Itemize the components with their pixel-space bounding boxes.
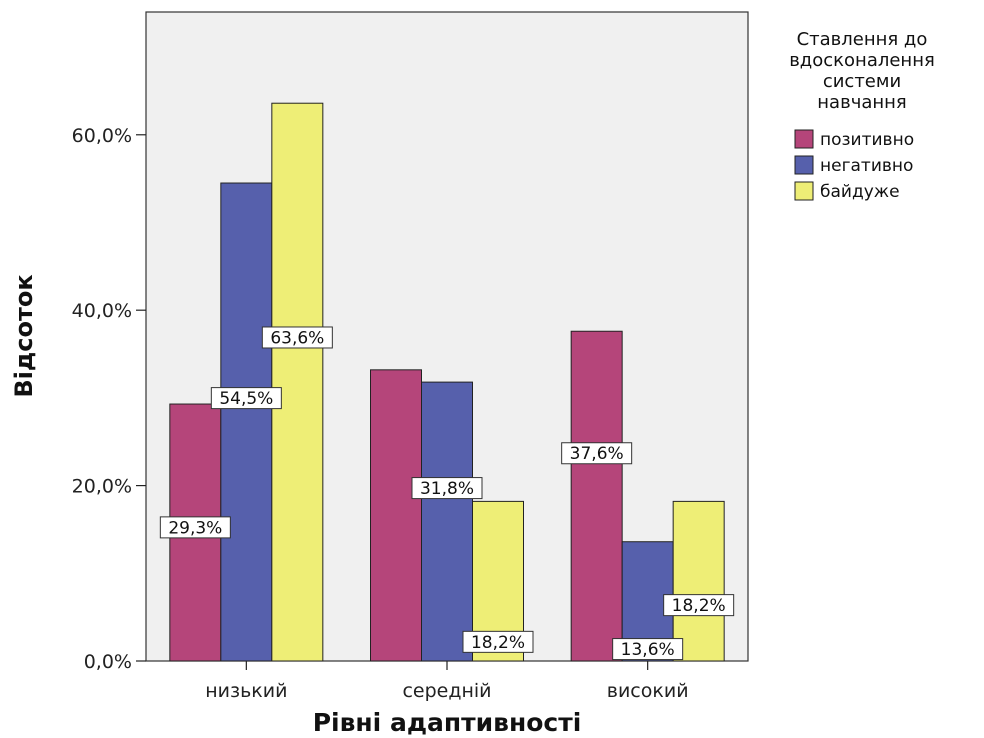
bar-негативно-середній	[421, 381, 473, 662]
data-label: 29,3%	[168, 518, 222, 538]
y-tick-label: 40,0%	[72, 300, 132, 322]
y-axis-title: Відсоток	[10, 274, 38, 397]
y-tick-label: 0,0%	[84, 651, 132, 673]
legend-title-line: вдосконалення	[789, 50, 935, 71]
bar-байдуже-високий	[672, 500, 725, 662]
bar-позитивно-високий	[570, 330, 623, 662]
data-label-box	[462, 630, 534, 653]
data-label: 54,5%	[219, 389, 273, 409]
legend-swatch-позитивно	[794, 129, 814, 149]
legend-swatch-негативно	[794, 155, 814, 175]
bar-позитивно-середній	[370, 369, 422, 662]
x-tick-label: низький	[205, 680, 287, 702]
bar-негативно-низький	[220, 182, 273, 662]
data-label: 13,6%	[621, 640, 675, 660]
legend-swatch-байдуже	[794, 181, 814, 201]
data-label-box	[210, 387, 282, 410]
legend-title-line: навчання	[817, 92, 906, 113]
data-label-box	[411, 477, 483, 500]
legend-label-байдуже: байдуже	[820, 182, 900, 202]
y-tick-label: 20,0%	[72, 476, 132, 498]
data-label: 37,6%	[570, 444, 624, 464]
x-axis-title: Рівні адаптивності	[313, 708, 582, 737]
bar-байдуже-низький	[271, 102, 324, 662]
legend-title-line: Ставлення до	[797, 29, 928, 50]
legend-label-негативно: негативно	[820, 156, 913, 176]
data-label-box	[561, 442, 633, 465]
legend-title-line: системи	[823, 71, 901, 92]
x-tick-label: високий	[607, 680, 689, 702]
data-label: 63,6%	[270, 328, 324, 348]
data-label: 31,8%	[420, 479, 474, 499]
data-label-box	[612, 638, 684, 661]
data-label-box	[159, 516, 231, 539]
data-label-box	[261, 326, 333, 349]
data-label: 18,2%	[471, 633, 525, 653]
data-label: 18,2%	[672, 596, 726, 616]
legend-label-позитивно: позитивно	[820, 130, 914, 150]
data-label-box	[663, 594, 735, 617]
y-tick-label: 60,0%	[72, 125, 132, 147]
x-tick-label: середній	[402, 680, 491, 702]
